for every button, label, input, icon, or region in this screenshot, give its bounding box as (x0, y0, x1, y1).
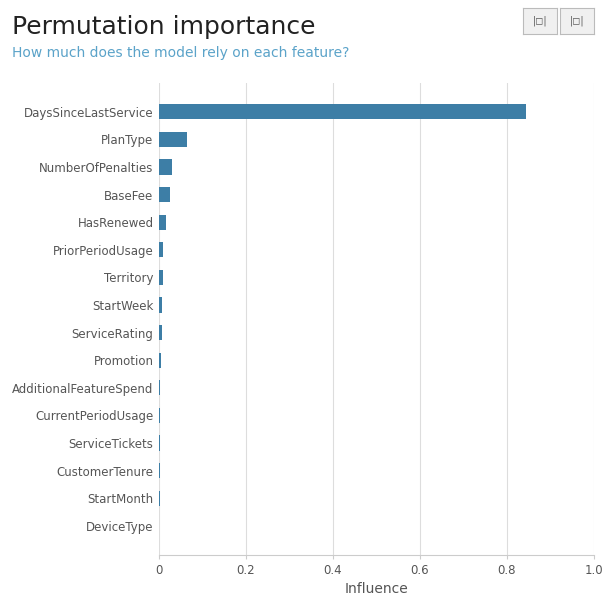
Bar (159, 270, 163, 285)
Bar (159, 132, 187, 147)
Text: |◻|: |◻| (533, 15, 547, 26)
Text: Permutation importance: Permutation importance (12, 15, 316, 39)
Bar (159, 104, 526, 120)
Text: How much does the model rely on each feature?: How much does the model rely on each fea… (12, 46, 349, 60)
Bar (159, 325, 162, 340)
Bar (159, 187, 170, 202)
Bar (159, 297, 162, 313)
Bar (159, 159, 172, 175)
Bar (159, 242, 163, 257)
Bar (159, 380, 160, 395)
X-axis label: Influence: Influence (345, 582, 408, 596)
Text: |◻|: |◻| (570, 15, 584, 26)
Bar (159, 215, 166, 230)
Bar (159, 352, 162, 368)
